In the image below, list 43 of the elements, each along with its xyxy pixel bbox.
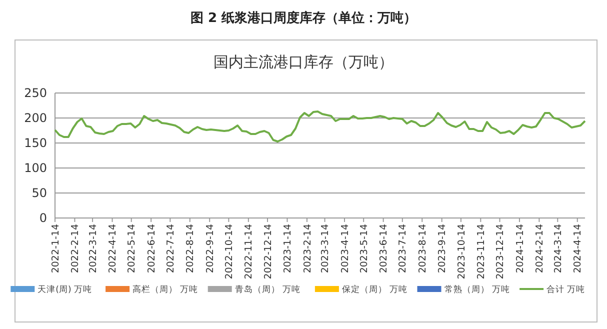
x-tick-label: 2024-3-14 <box>552 224 564 274</box>
y-tick-label: 0 <box>39 211 47 226</box>
x-tick-label: 2022-7-14 <box>165 224 176 274</box>
x-tick-label: 2022-6-14 <box>146 224 158 274</box>
x-tick-label: 2023-10-14 <box>456 224 468 280</box>
x-tick-label: 2024-4-14 <box>572 224 584 274</box>
x-tick-label: 2023-8-14 <box>417 224 428 274</box>
y-tick-label: 200 <box>24 111 47 126</box>
x-tick-label: 2024-1-14 <box>514 224 526 274</box>
x-tick-label: 2022-12-14 <box>262 224 274 280</box>
x-tick-label: 2022-9-14 <box>204 224 216 274</box>
legend-label: 天津(周) 万吨 <box>38 284 92 295</box>
chart-subtitle: 国内主流港口库存（万吨） <box>214 53 394 71</box>
x-tick-label: 2022-10-14 <box>224 224 236 280</box>
x-tick-label: 2022-5-14 <box>126 224 138 274</box>
x-tick-label: 2023-12-14 <box>495 224 506 280</box>
x-tick-label: 2023-4-14 <box>340 224 351 274</box>
x-tick-label: 2022-2-14 <box>70 224 82 274</box>
x-tick-label: 2023-7-14 <box>398 224 409 274</box>
x-tick-label: 2022-11-14 <box>244 224 255 280</box>
x-tick-label: 2023-3-14 <box>320 224 332 274</box>
x-tick-label: 2022-8-14 <box>185 224 196 274</box>
x-tick-label: 2022-3-14 <box>88 224 99 274</box>
y-tick-label: 100 <box>24 161 47 176</box>
x-tick-label: 2023-9-14 <box>437 224 448 274</box>
legend-label: 高栏（周） 万吨 <box>132 284 198 295</box>
x-tick-label: 2023-6-14 <box>378 224 390 274</box>
legend-label: 保定（周） 万吨 <box>342 284 408 295</box>
y-tick-label: 50 <box>32 186 47 200</box>
legend-label: 常熟（周） 万吨 <box>444 284 510 295</box>
line-series <box>54 110 586 142</box>
x-tick-label: 2023-5-14 <box>358 224 370 274</box>
x-tick-label: 2022-4-14 <box>108 224 119 274</box>
x-tick-label: 2022-1-14 <box>50 224 62 274</box>
x-tick-label: 2023-1-14 <box>282 224 294 274</box>
legend-label: 合计 万吨 <box>546 284 586 295</box>
legend-label: 青岛（周） 万吨 <box>234 284 301 295</box>
x-tick-label: 2023-2-14 <box>302 224 314 274</box>
x-tick-label: 2024-2-14 <box>534 224 546 274</box>
y-tick-label: 250 <box>24 86 47 100</box>
chart-title: 图 2 纸浆港口周度库存（单位：万吨） <box>190 10 417 26</box>
y-tick-label: 150 <box>24 136 47 150</box>
x-tick-label: 2023-11-14 <box>476 224 487 280</box>
